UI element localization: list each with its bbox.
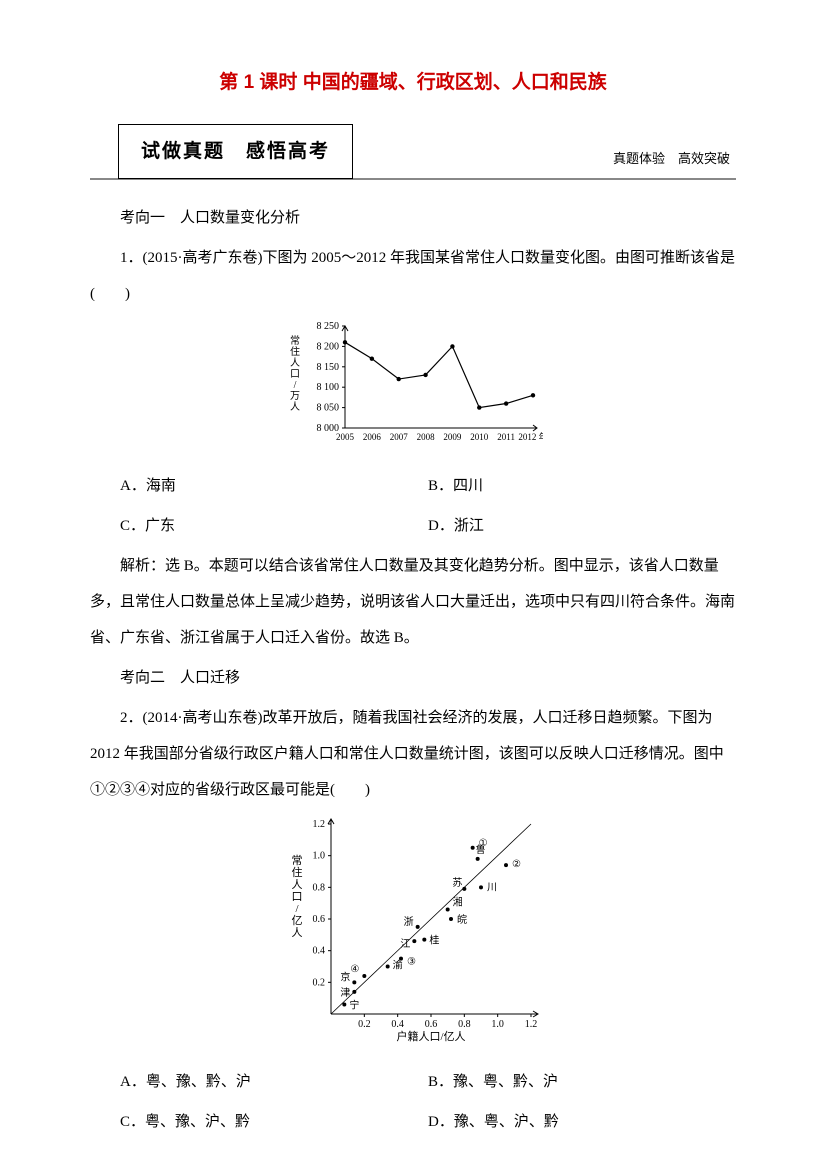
section2-label: 考向二 人口迁移 xyxy=(90,660,736,696)
svg-text:8 150: 8 150 xyxy=(317,362,340,373)
q1-opt-a: A．海南 xyxy=(120,468,428,504)
chart2: 0.2 0.2 0.4 0.4 0.6 0.6 0.8 0.8 1.0 1.0 1.2 1.2 户籍人口… xyxy=(90,814,736,1058)
q1-options-row2: C．广东 D．浙江 xyxy=(120,508,736,544)
svg-text:渝: 渝 xyxy=(393,959,403,972)
svg-text:桂: 桂 xyxy=(429,934,439,947)
q2-options-row2: C．粤、豫、沪、黔 D．豫、粤、沪、黔 xyxy=(120,1104,736,1140)
svg-text:0.4: 0.4 xyxy=(391,1019,404,1030)
svg-text:2012 年: 2012 年 xyxy=(518,431,543,442)
svg-text:人: 人 xyxy=(292,878,303,891)
svg-text:2008: 2008 xyxy=(417,432,436,442)
svg-text:常: 常 xyxy=(292,854,303,867)
svg-text:人: 人 xyxy=(292,926,303,939)
q2-opt-c: C．粤、豫、沪、黔 xyxy=(120,1104,428,1140)
q2-source: (2014·高考山东卷) xyxy=(143,710,263,726)
page-title: 第 1 课时 中国的疆域、行政区划、人口和民族 xyxy=(90,60,736,106)
svg-text:湘: 湘 xyxy=(453,896,463,909)
svg-text:1.2: 1.2 xyxy=(313,819,326,830)
svg-text:住: 住 xyxy=(292,865,303,879)
svg-text:0.2: 0.2 xyxy=(313,978,326,989)
banner: 试做真题 感悟高考 真题体验 高效突破 xyxy=(90,124,736,181)
svg-text:0.2: 0.2 xyxy=(358,1019,371,1030)
svg-text:人: 人 xyxy=(290,357,300,369)
q1-opt-c: C．广东 xyxy=(120,508,428,544)
svg-text:津: 津 xyxy=(340,987,350,999)
question1: 1．(2015·高考广东卷)下图为 2005～2012 年我国某省常住人口数量变… xyxy=(90,240,736,312)
svg-text:8 050: 8 050 xyxy=(317,403,340,414)
svg-text:住: 住 xyxy=(290,345,300,358)
svg-text:1.0: 1.0 xyxy=(313,851,326,862)
svg-text:口: 口 xyxy=(292,891,303,903)
svg-text:人: 人 xyxy=(290,401,300,413)
svg-text:户籍人口/亿人: 户籍人口/亿人 xyxy=(396,1029,465,1043)
svg-text:2005: 2005 xyxy=(336,432,355,442)
q2-opt-b: B．豫、粤、黔、沪 xyxy=(428,1064,736,1100)
svg-text:2007: 2007 xyxy=(390,432,409,442)
svg-text:川: 川 xyxy=(487,883,497,894)
q1-answer: 解析：选 B。本题可以结合该省常住人口数量及其变化趋势分析。图中显示，该省人口数… xyxy=(90,548,736,656)
svg-text:口: 口 xyxy=(290,369,300,380)
svg-text:③: ③ xyxy=(407,957,416,968)
svg-text:浙: 浙 xyxy=(404,916,414,928)
svg-text:2010: 2010 xyxy=(470,432,489,442)
svg-text:京: 京 xyxy=(340,971,350,984)
svg-text:常: 常 xyxy=(290,334,300,347)
svg-text:宁: 宁 xyxy=(349,999,359,1012)
svg-text:0.8: 0.8 xyxy=(313,883,326,894)
q2-opt-a: A．粤、豫、黔、沪 xyxy=(120,1064,428,1100)
svg-text:0.6: 0.6 xyxy=(425,1019,438,1030)
svg-text:2006: 2006 xyxy=(363,432,382,442)
svg-text:8 250: 8 250 xyxy=(317,321,340,332)
q2-num: 2． xyxy=(120,710,143,726)
question2: 2．(2014·高考山东卷)改革开放后，随着我国社会经济的发展，人口迁移日趋频繁… xyxy=(90,700,736,808)
svg-text:0.8: 0.8 xyxy=(458,1019,471,1030)
svg-text:万: 万 xyxy=(290,391,300,402)
svg-text:2011: 2011 xyxy=(497,432,515,442)
chart1: 8 2508 2008 1508 1008 0508 000常住人口/万人200… xyxy=(90,318,736,462)
svg-text:0.6: 0.6 xyxy=(313,914,326,925)
svg-text:皖: 皖 xyxy=(457,913,467,926)
chart2-svg: 0.2 0.2 0.4 0.4 0.6 0.6 0.8 0.8 1.0 1.0 1.2 1.2 户籍人口… xyxy=(283,814,543,1044)
chart1-svg: 8 2508 2008 1508 1008 0508 000常住人口/万人200… xyxy=(283,318,543,448)
svg-text:2009: 2009 xyxy=(443,432,462,442)
svg-text:④: ④ xyxy=(350,964,359,975)
q2-options-row1: A．粤、豫、黔、沪 B．豫、粤、黔、沪 xyxy=(120,1064,736,1100)
banner-right: 真题体验 高效突破 xyxy=(613,143,736,178)
svg-text:8 200: 8 200 xyxy=(317,342,340,353)
q1-opt-b: B．四川 xyxy=(428,468,736,504)
svg-text:1.2: 1.2 xyxy=(525,1019,538,1030)
q1-num: 1． xyxy=(120,250,143,266)
svg-text:1.0: 1.0 xyxy=(491,1019,504,1030)
svg-text:8 100: 8 100 xyxy=(317,382,340,393)
svg-text:江: 江 xyxy=(400,938,410,950)
q2-opt-d: D．豫、粤、沪、黔 xyxy=(428,1104,736,1140)
q1-options-row1: A．海南 B．四川 xyxy=(120,468,736,504)
svg-text:苏: 苏 xyxy=(452,876,462,889)
banner-main: 试做真题 感悟高考 xyxy=(118,124,353,180)
section1-label: 考向一 人口数量变化分析 xyxy=(90,200,736,236)
svg-text:鲁: 鲁 xyxy=(476,843,486,856)
q1-source: (2015·高考广东卷) xyxy=(143,250,263,266)
svg-text:/: / xyxy=(294,380,297,391)
q1-opt-d: D．浙江 xyxy=(428,508,736,544)
svg-text:0.4: 0.4 xyxy=(313,946,326,957)
svg-text:②: ② xyxy=(512,859,521,870)
svg-text:/: / xyxy=(295,903,299,915)
svg-text:亿: 亿 xyxy=(292,914,303,927)
